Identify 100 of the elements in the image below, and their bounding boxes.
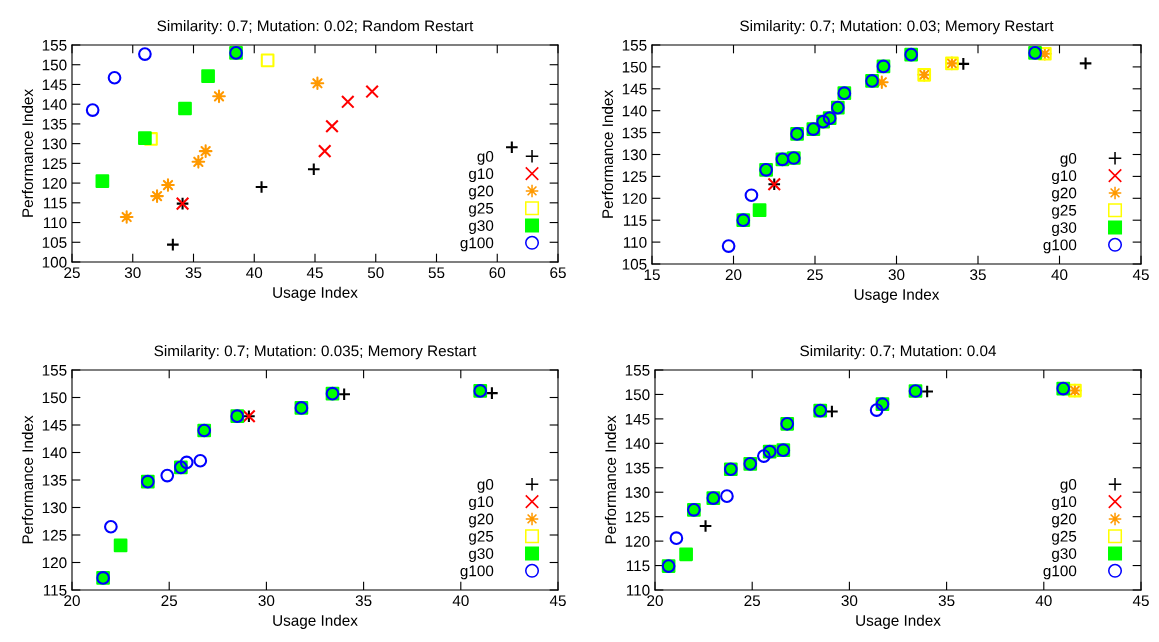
y-tick-label: 135 [42, 474, 67, 486]
chart-title: Similarity: 0.7; Mutation: 0.02; Random Restart [157, 20, 474, 35]
y-tick-label: 100 [42, 256, 67, 268]
y-tick-label: 140 [42, 447, 67, 459]
legend-label: g10 [468, 496, 494, 511]
y-tick-label: 115 [626, 560, 650, 572]
legend-label: g100 [460, 237, 494, 252]
legend-label: g25 [1051, 204, 1077, 219]
y-tick-label: 130 [625, 487, 650, 498]
x-tick-label: 25 [744, 595, 761, 607]
legend-label: g30 [1051, 548, 1077, 563]
y-tick-label: 155 [622, 40, 647, 51]
y-tick-label: 130 [42, 502, 67, 514]
x-tick-label: 30 [258, 595, 275, 607]
y-axis-title: Performance Index [21, 89, 34, 217]
legend-label: g25 [1051, 530, 1077, 545]
x-axis-title: Usage Index [273, 286, 358, 301]
x-tick-label: 30 [841, 595, 858, 607]
chart-title: Similarity: 0.7; Mutation: 0.03; Memory Restart [740, 20, 1054, 35]
legend-label: g30 [1051, 222, 1077, 237]
y-tick-label: 115 [623, 215, 647, 226]
y-tick-label: 120 [625, 535, 650, 547]
y-tick-label: 120 [622, 193, 647, 204]
x-axis-title: Usage Index [854, 288, 940, 303]
y-tick-label: 140 [622, 105, 647, 117]
x-tick-label: 45 [549, 595, 566, 607]
x-tick-label: 45 [306, 267, 323, 279]
y-tick-label: 145 [622, 83, 647, 95]
y-axis-title: Performance Index [604, 415, 617, 544]
x-tick-label: 35 [970, 269, 986, 281]
legend-label: g0 [477, 150, 494, 165]
legend-label: g20 [468, 513, 494, 528]
x-tick-label: 40 [246, 267, 263, 279]
x-tick-label: 20 [725, 269, 742, 281]
x-tick-label: 35 [938, 595, 955, 607]
y-tick-label: 135 [622, 127, 647, 139]
y-tick-label: 150 [42, 392, 67, 404]
y-tick-label: 125 [42, 158, 67, 170]
x-tick-label: 35 [355, 595, 372, 607]
y-tick-label: 115 [43, 585, 67, 596]
legend-label: g10 [1051, 496, 1077, 511]
y-tick-label: 130 [622, 149, 647, 161]
y-tick-label: 155 [625, 365, 650, 376]
y-tick-label: 110 [623, 236, 647, 248]
y-tick-label: 135 [42, 118, 67, 130]
y-tick-label: 115 [43, 197, 67, 209]
y-tick-label: 145 [42, 79, 67, 91]
x-tick-label: 20 [647, 595, 663, 607]
legend-label: g100 [1043, 239, 1077, 254]
y-tick-label: 130 [42, 138, 67, 150]
x-tick-label: 20 [64, 595, 80, 607]
y-tick-label: 150 [42, 59, 67, 71]
chart-title: Similarity: 0.7; Mutation: 0.035; Memory Restart [154, 345, 477, 360]
x-tick-label: 25 [64, 267, 80, 279]
y-tick-label: 150 [625, 389, 650, 401]
x-tick-label: 30 [124, 267, 141, 279]
legend-label: g100 [1043, 565, 1077, 580]
legend-label: g0 [1060, 478, 1077, 493]
legend-label: g25 [468, 202, 494, 217]
y-tick-label: 150 [622, 61, 647, 73]
legend-label: g30 [468, 220, 494, 235]
legend-label: g30 [468, 548, 494, 563]
legend-label: g10 [1051, 170, 1077, 185]
legend-label: g10 [468, 168, 494, 183]
x-tick-label: 40 [452, 595, 469, 607]
y-tick-label: 105 [622, 258, 647, 270]
y-tick-label: 155 [42, 365, 67, 376]
x-tick-label: 40 [1035, 595, 1052, 607]
y-tick-label: 110 [626, 584, 650, 596]
y-tick-label: 120 [42, 557, 67, 569]
legend-label: g100 [460, 565, 494, 580]
y-tick-label: 145 [625, 413, 650, 425]
x-tick-label: 30 [888, 269, 905, 281]
x-tick-label: 45 [1132, 595, 1149, 607]
y-axis-title: Performance Index [21, 415, 34, 544]
x-tick-label: 40 [1051, 269, 1068, 281]
y-tick-label: 135 [625, 462, 650, 474]
y-tick-label: 155 [42, 40, 67, 51]
x-tick-label: 25 [807, 269, 823, 281]
legend-label: g20 [1051, 513, 1077, 528]
x-axis-title: Usage Index [273, 614, 358, 629]
x-tick-label: 15 [644, 269, 660, 281]
legend-label: g0 [477, 478, 494, 493]
legend-label: g0 [1060, 152, 1077, 167]
x-tick-label: 45 [1132, 269, 1149, 281]
legend-label: g25 [468, 530, 494, 545]
y-tick-label: 105 [42, 237, 67, 248]
y-tick-label: 120 [42, 177, 67, 189]
chart-title: Similarity: 0.7; Mutation: 0.04 [800, 345, 997, 360]
x-tick-label: 35 [185, 267, 202, 279]
y-axis-title: Performance Index [601, 90, 614, 218]
y-tick-label: 125 [622, 171, 647, 183]
x-tick-label: 65 [550, 267, 566, 279]
y-tick-label: 140 [42, 99, 67, 110]
y-tick-label: 145 [42, 420, 67, 431]
y-tick-label: 125 [42, 529, 67, 541]
y-tick-label: 125 [625, 511, 650, 523]
y-tick-label: 110 [43, 217, 67, 229]
legend-label: g20 [468, 185, 494, 200]
x-axis-title: Usage Index [856, 614, 941, 629]
